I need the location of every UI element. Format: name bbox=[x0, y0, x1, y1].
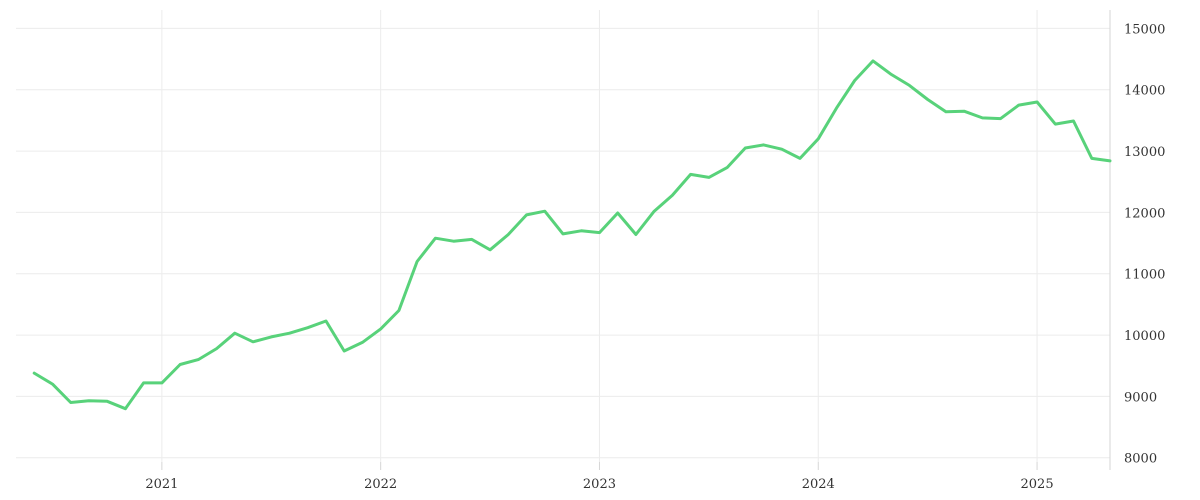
axes bbox=[161, 10, 1111, 470]
y-tick-label: 11000 bbox=[1124, 268, 1165, 283]
y-tick-label: 12000 bbox=[1124, 206, 1165, 221]
y-tick-label: 9000 bbox=[1124, 390, 1157, 405]
y-tick-label: 15000 bbox=[1124, 22, 1165, 37]
y-tick-label: 13000 bbox=[1124, 145, 1165, 160]
y-tick-label: 10000 bbox=[1124, 329, 1165, 344]
y-tick-label: 14000 bbox=[1124, 84, 1165, 99]
x-tick-label: 2025 bbox=[1021, 477, 1054, 492]
x-tick-label: 2023 bbox=[583, 477, 616, 492]
series-line bbox=[32, 59, 1112, 411]
gridlines bbox=[16, 10, 1110, 462]
x-tick-label: 2021 bbox=[145, 477, 178, 492]
series-layer bbox=[32, 59, 1112, 411]
x-tick-label: 2022 bbox=[364, 477, 397, 492]
y-tick-label: 8000 bbox=[1124, 452, 1157, 467]
tick-labels: 8000 9000 10000 11000 12000 13000 14000 15000 20… bbox=[145, 22, 1165, 492]
x-tick-label: 2024 bbox=[802, 477, 835, 492]
